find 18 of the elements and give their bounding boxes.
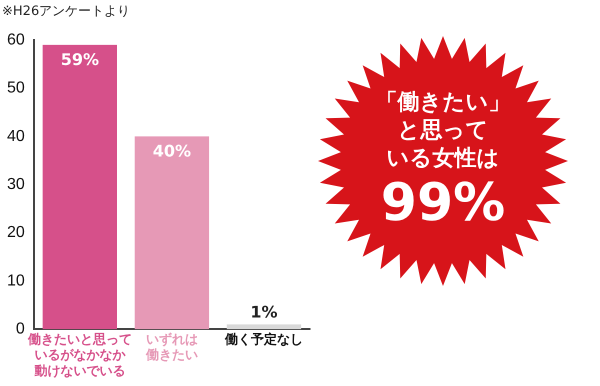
y-tick-label: 0: [16, 320, 25, 338]
data-label: 40%: [152, 142, 192, 161]
chart-title: ※H26アンケートより: [2, 3, 130, 20]
x-tick-label: 働く予定なし: [224, 332, 303, 347]
y-tick-label: 60: [7, 31, 25, 48]
y-tick-label: 40: [7, 128, 25, 145]
text: 「働きたい」と思っている女性は99%: [374, 89, 512, 233]
y-tick-label: 50: [7, 80, 25, 97]
x-tick-label: 働きたいと思っているがなかなか動けないでいる: [26, 332, 132, 378]
y-tick-label: 10: [7, 272, 25, 290]
bar: [134, 136, 210, 330]
data-label: 1%: [250, 302, 278, 322]
y-tick-label: 30: [7, 176, 25, 194]
x-tick-label: いずれは働きたい: [144, 332, 198, 362]
data-label: 59%: [60, 50, 99, 69]
y-tick-label: 20: [7, 224, 25, 242]
bar: [42, 44, 118, 330]
bar: [226, 324, 302, 330]
